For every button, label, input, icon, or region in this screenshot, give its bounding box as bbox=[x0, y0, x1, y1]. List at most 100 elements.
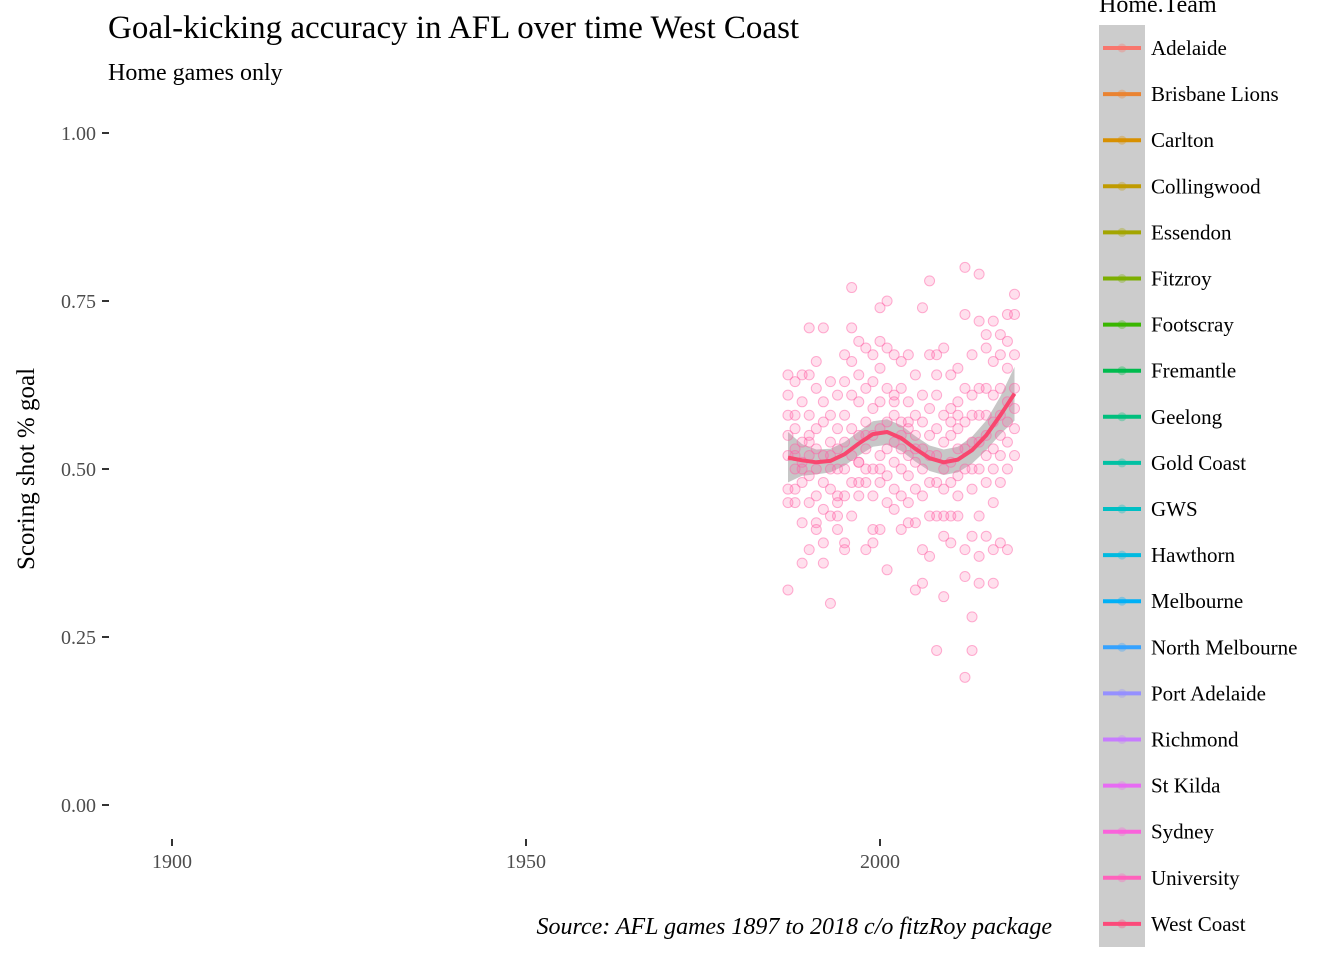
data-point bbox=[966, 644, 978, 656]
data-point bbox=[1009, 423, 1021, 435]
data-point bbox=[902, 470, 914, 482]
data-point bbox=[994, 429, 1006, 441]
data-point bbox=[980, 382, 992, 394]
data-point bbox=[810, 382, 822, 394]
legend-label: Fitzroy bbox=[1151, 267, 1212, 291]
data-point bbox=[860, 443, 872, 455]
data-point bbox=[980, 530, 992, 542]
data-point bbox=[796, 463, 808, 475]
data-point bbox=[895, 355, 907, 367]
data-point bbox=[1009, 403, 1021, 415]
data-point bbox=[1009, 450, 1021, 462]
data-point bbox=[867, 537, 879, 549]
legend-key-point bbox=[1117, 688, 1127, 698]
data-point bbox=[959, 571, 971, 583]
data-point bbox=[789, 443, 801, 455]
data-point bbox=[994, 349, 1006, 361]
data-point bbox=[909, 517, 921, 529]
data-point bbox=[853, 456, 865, 468]
legend-key-point bbox=[1117, 735, 1127, 744]
data-point bbox=[789, 483, 801, 495]
data-point bbox=[938, 591, 950, 603]
data-point bbox=[846, 423, 858, 435]
data-point bbox=[895, 382, 907, 394]
data-point bbox=[874, 335, 886, 347]
data-point bbox=[952, 409, 964, 421]
data-point bbox=[895, 463, 907, 475]
data-point bbox=[860, 342, 872, 354]
chart-caption: Source: AFL games 1897 to 2018 c/o fitzR… bbox=[537, 914, 1053, 940]
data-point bbox=[853, 369, 865, 381]
data-point bbox=[832, 523, 844, 535]
legend-key-point bbox=[1117, 596, 1127, 606]
data-point bbox=[853, 335, 865, 347]
data-point bbox=[931, 423, 943, 435]
data-point bbox=[916, 302, 928, 314]
legend-key-point bbox=[1117, 642, 1127, 652]
data-point bbox=[810, 355, 822, 367]
data-point bbox=[1009, 288, 1021, 300]
data-point bbox=[867, 490, 879, 502]
legend-label: Carlton bbox=[1151, 128, 1214, 152]
data-point bbox=[916, 544, 928, 556]
data-point bbox=[810, 463, 822, 475]
legend-label: West Coast bbox=[1151, 912, 1246, 936]
data-point bbox=[839, 349, 851, 361]
data-point bbox=[846, 355, 858, 367]
data-point bbox=[817, 476, 829, 488]
data-point bbox=[846, 282, 858, 294]
data-point bbox=[810, 443, 822, 455]
data-point bbox=[810, 490, 822, 502]
data-point bbox=[817, 557, 829, 569]
data-point bbox=[952, 510, 964, 522]
data-point bbox=[824, 436, 836, 448]
data-point bbox=[909, 409, 921, 421]
data-point bbox=[881, 443, 893, 455]
data-point bbox=[1001, 335, 1013, 347]
data-point bbox=[973, 463, 985, 475]
data-point bbox=[874, 396, 886, 408]
data-point bbox=[1009, 382, 1021, 394]
legend-key-point bbox=[1117, 274, 1127, 283]
smooth-line bbox=[787, 392, 1017, 465]
legend-label: St Kilda bbox=[1151, 774, 1221, 798]
data-point bbox=[817, 416, 829, 428]
data-point bbox=[909, 369, 921, 381]
data-point bbox=[796, 517, 808, 529]
data-point bbox=[924, 275, 936, 287]
x-tick-label: 1950 bbox=[506, 851, 546, 873]
legend-title: Home.Team bbox=[1099, 0, 1217, 18]
data-point bbox=[938, 530, 950, 542]
data-point bbox=[959, 544, 971, 556]
legend-label: Fremantle bbox=[1151, 359, 1236, 383]
x-tick-label: 1900 bbox=[152, 851, 192, 873]
data-point bbox=[959, 671, 971, 683]
data-point bbox=[931, 644, 943, 656]
legend-label: Richmond bbox=[1151, 728, 1239, 752]
data-point bbox=[895, 523, 907, 535]
data-point bbox=[909, 584, 921, 596]
data-point bbox=[987, 544, 999, 556]
data-point bbox=[1001, 463, 1013, 475]
data-point bbox=[874, 450, 886, 462]
data-point bbox=[874, 476, 886, 488]
data-point bbox=[803, 409, 815, 421]
data-point bbox=[782, 584, 794, 596]
data-point bbox=[902, 349, 914, 361]
data-point bbox=[945, 403, 957, 415]
legend-label: Adelaide bbox=[1151, 36, 1227, 60]
data-point bbox=[846, 510, 858, 522]
data-point bbox=[980, 450, 992, 462]
data-point bbox=[789, 376, 801, 388]
data-point bbox=[803, 369, 815, 381]
data-point bbox=[895, 490, 907, 502]
data-point bbox=[959, 382, 971, 394]
data-point bbox=[867, 349, 879, 361]
legend-label: University bbox=[1151, 866, 1240, 890]
legend-label: North Melbourne bbox=[1151, 635, 1297, 659]
data-point bbox=[966, 530, 978, 542]
data-point bbox=[1001, 544, 1013, 556]
data-point bbox=[853, 396, 865, 408]
data-point bbox=[987, 315, 999, 327]
data-point bbox=[924, 429, 936, 441]
